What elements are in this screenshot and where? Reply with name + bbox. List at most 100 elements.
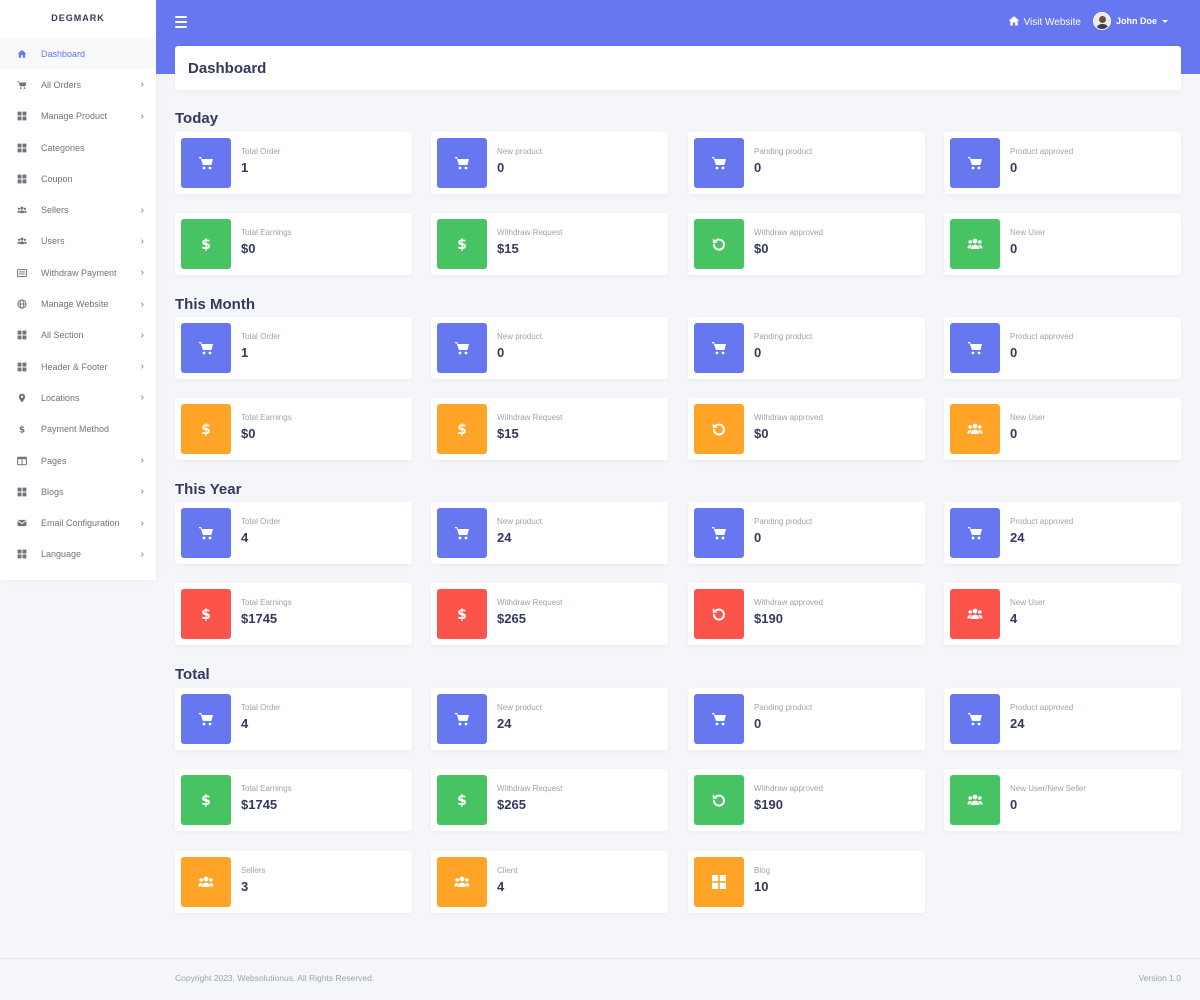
stat-card: New User/New Seller 0 bbox=[944, 769, 1181, 831]
stat-value: 0 bbox=[754, 160, 762, 175]
stat-card: New product 0 bbox=[431, 132, 668, 194]
stat-label: Total Earnings bbox=[241, 784, 292, 793]
stat-value: $265 bbox=[497, 797, 526, 812]
sidebar-item-email-configuration[interactable]: Email Configuration › bbox=[0, 507, 156, 538]
stat-value: 0 bbox=[1010, 426, 1018, 441]
sidebar-item-label: All Section bbox=[41, 330, 84, 341]
stat-card: $ Withdraw Request $265 bbox=[431, 583, 668, 645]
stat-label: Product approved bbox=[1010, 517, 1074, 526]
sidebar-item-language[interactable]: Language › bbox=[0, 539, 156, 570]
chevron-right-icon: › bbox=[140, 455, 144, 466]
brand-logo[interactable]: DEGMARK bbox=[51, 13, 105, 23]
user-menu[interactable]: John Doe bbox=[1092, 12, 1168, 30]
sidebar-item-locations[interactable]: Locations › bbox=[0, 382, 156, 413]
sidebar-item-payment-method[interactable]: $ Payment Method bbox=[0, 414, 156, 445]
stat-card: Total Order 1 bbox=[175, 317, 412, 379]
cart-icon bbox=[950, 323, 1000, 373]
stat-label: New product bbox=[497, 147, 542, 156]
stat-label: New product bbox=[497, 517, 542, 526]
sidebar-item-header-footer[interactable]: Header & Footer › bbox=[0, 351, 156, 382]
stat-label: Withdraw Request bbox=[497, 413, 563, 422]
sidebar-item-all-section[interactable]: All Section › bbox=[0, 320, 156, 351]
chevron-right-icon: › bbox=[140, 486, 144, 498]
chevron-right-icon: › bbox=[140, 548, 144, 560]
menu-toggle-icon[interactable] bbox=[175, 16, 187, 28]
cart-icon bbox=[950, 138, 1000, 188]
sidebar-item-label: Blogs bbox=[41, 486, 64, 497]
cart-icon bbox=[437, 323, 487, 373]
stat-value: $265 bbox=[497, 611, 526, 626]
users-icon bbox=[17, 236, 27, 246]
section-title: This Year bbox=[175, 481, 242, 498]
sidebar-item-manage-product[interactable]: Manage Product › bbox=[0, 101, 156, 132]
stat-value: $1745 bbox=[241, 611, 278, 626]
chevron-right-icon: › bbox=[140, 204, 144, 216]
visit-website-label: Visit Website bbox=[1023, 17, 1081, 28]
sidebar-item-coupon[interactable]: Coupon bbox=[0, 163, 156, 194]
stat-value: $15 bbox=[497, 241, 519, 256]
users-icon bbox=[950, 589, 1000, 639]
dollar-icon: $ bbox=[17, 424, 27, 434]
footer-copyright: Copyright 2023, Websolutionus. All Right… bbox=[175, 973, 375, 983]
user-name: John Doe bbox=[1115, 16, 1157, 26]
sidebar-item-categories[interactable]: Categories bbox=[0, 132, 156, 163]
stat-label: Withdraw Request bbox=[497, 228, 563, 237]
cart-icon bbox=[437, 138, 487, 188]
chevron-right-icon: › bbox=[140, 329, 144, 341]
cart-icon bbox=[694, 323, 744, 373]
sidebar-item-all-orders[interactable]: All Orders › bbox=[0, 69, 156, 100]
chevron-right-icon: › bbox=[140, 298, 144, 310]
sidebar-item-label: Categories bbox=[41, 142, 85, 153]
sidebar-item-label: Payment Method bbox=[41, 424, 110, 435]
stat-label: Total Order bbox=[241, 332, 281, 341]
stat-card: Client 4 bbox=[431, 851, 668, 913]
stat-card: $ Total Earnings $0 bbox=[175, 398, 412, 460]
grid-icon bbox=[17, 330, 27, 340]
stat-card: Withdraw approved $0 bbox=[688, 398, 925, 460]
stat-label: Total Order bbox=[241, 517, 281, 526]
cart-icon bbox=[950, 694, 1000, 744]
columns-icon bbox=[17, 456, 27, 466]
sidebar-item-pages[interactable]: Pages › bbox=[0, 445, 156, 476]
sidebar-item-manage-website[interactable]: Manage Website › bbox=[0, 288, 156, 319]
visit-website-link[interactable]: Visit Website bbox=[1008, 15, 1081, 30]
chevron-right-icon: › bbox=[140, 392, 144, 404]
sidebar-item-label: Users bbox=[41, 236, 65, 247]
sidebar-item-blogs[interactable]: Blogs › bbox=[0, 476, 156, 507]
stat-label: Panding product bbox=[754, 147, 813, 156]
stat-label: Withdraw Request bbox=[497, 598, 563, 607]
sidebar-item-withdraw-payment[interactable]: Withdraw Payment › bbox=[0, 257, 156, 288]
page-title: Dashboard bbox=[188, 60, 267, 77]
envelope-icon bbox=[17, 518, 27, 528]
stat-card: New User 4 bbox=[944, 583, 1181, 645]
cart-icon bbox=[181, 138, 231, 188]
users-icon bbox=[17, 205, 27, 215]
users-icon bbox=[950, 775, 1000, 825]
sidebar-item-label: Coupon bbox=[41, 173, 73, 184]
stat-card: New product 0 bbox=[431, 317, 668, 379]
stat-value: 0 bbox=[497, 160, 505, 175]
section-title: This Month bbox=[175, 296, 255, 313]
globe-icon bbox=[17, 299, 27, 309]
stat-label: Panding product bbox=[754, 332, 813, 341]
sidebar-item-users[interactable]: Users › bbox=[0, 226, 156, 257]
section-title: Today bbox=[175, 110, 219, 127]
sidebar-item-label: Locations bbox=[41, 392, 80, 403]
svg-text:$: $ bbox=[201, 607, 211, 622]
sidebar-item-sellers[interactable]: Sellers › bbox=[0, 194, 156, 225]
stat-card: Total Order 4 bbox=[175, 688, 412, 750]
users-icon bbox=[181, 857, 231, 907]
stat-value: 24 bbox=[1010, 530, 1025, 545]
chevron-right-icon: › bbox=[140, 79, 144, 91]
sidebar-nav: Dashboard All Orders › Manage Product › Categ… bbox=[0, 38, 156, 570]
stat-value: 3 bbox=[241, 879, 249, 894]
cart-icon bbox=[950, 508, 1000, 558]
dollar-icon: $ bbox=[181, 404, 231, 454]
stat-card: Product approved 0 bbox=[944, 132, 1181, 194]
sidebar-item-dashboard[interactable]: Dashboard bbox=[0, 38, 156, 70]
stat-card: Product approved 24 bbox=[944, 688, 1181, 750]
stat-card: New product 24 bbox=[431, 502, 668, 564]
stat-value: 1 bbox=[241, 345, 249, 360]
stat-value: 24 bbox=[497, 716, 512, 731]
stat-card: $ Total Earnings $1745 bbox=[175, 769, 412, 831]
